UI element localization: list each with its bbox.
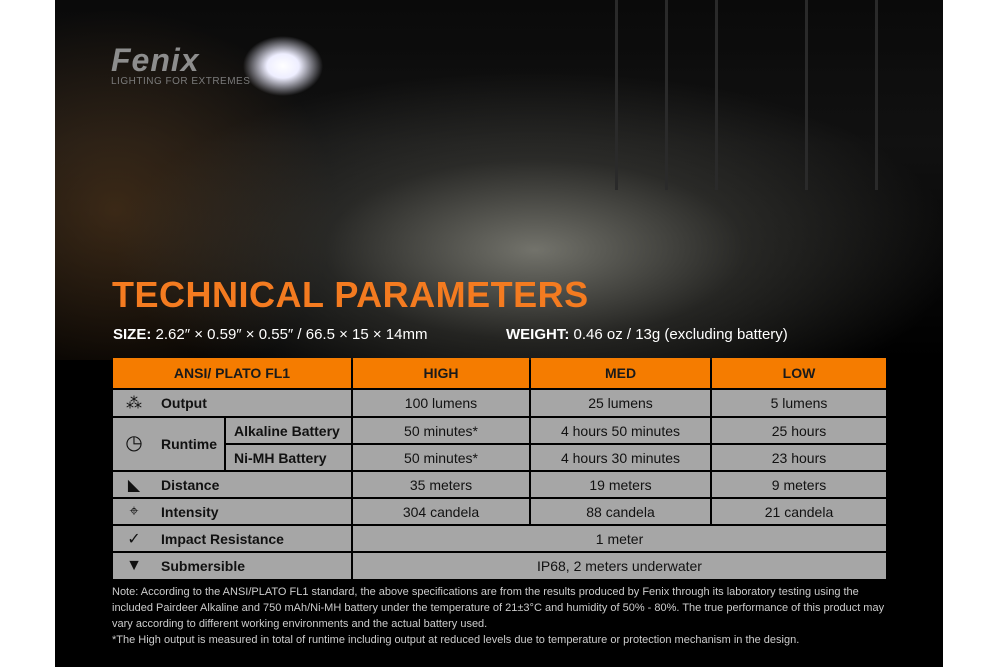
impact-value: 1 meter (353, 526, 886, 551)
size-spec: SIZE: 2.62″ × 0.59″ × 0.55″ / 66.5 × 15 … (113, 326, 427, 343)
nimh-high: 50 minutes* (353, 445, 529, 470)
brand-tagline: LIGHTING FOR EXTREMES (111, 76, 251, 87)
beam-distance-icon: ◣ (127, 477, 141, 494)
target-icon: ⌖ (129, 503, 139, 520)
output-high: 100 lumens (353, 390, 529, 416)
intensity-low: 21 candela (712, 499, 886, 524)
water-icon: ▼ (126, 557, 142, 574)
note-standard: Note: According to the ANSI/PLATO FL1 st… (112, 586, 885, 630)
distance-low: 9 meters (712, 472, 886, 497)
spec-sheet: Fenix LIGHTING FOR EXTREMES TECHNICAL PA… (55, 0, 943, 667)
submersible-value: IP68, 2 meters underwater (353, 553, 886, 579)
weight-label: WEIGHT: (506, 326, 570, 343)
distance-med: 19 meters (531, 472, 710, 497)
alkaline-high: 50 minutes* (353, 418, 529, 443)
row-label-distance: Distance (113, 472, 351, 497)
note-high-output: *The High output is measured in total of… (112, 634, 800, 646)
page-title: TECHNICAL PARAMETERS (112, 274, 589, 315)
intensity-high: 304 candela (353, 499, 529, 524)
alkaline-med: 4 hours 50 minutes (531, 418, 710, 443)
header-med: MED (531, 358, 710, 388)
size-value: 2.62″ × 0.59″ × 0.55″ / 66.5 × 15 × 14mm (155, 326, 428, 343)
row-label-impact: Impact Resistance (113, 526, 351, 551)
impact-icon: ✓ (127, 531, 141, 548)
nimh-low: 23 hours (712, 445, 886, 470)
row-label-intensity: Intensity (113, 499, 351, 524)
header-low: LOW (712, 358, 886, 388)
brand-logo: Fenix (111, 42, 200, 78)
clock-icon: ◷ (125, 431, 143, 454)
size-label: SIZE: (113, 326, 152, 343)
intensity-med: 88 candela (531, 499, 710, 524)
burst-icon: ⁂ (126, 395, 142, 412)
weight-value: 0.46 oz / 13g (excluding battery) (573, 326, 788, 343)
header-high: HIGH (353, 358, 529, 388)
distance-high: 35 meters (353, 472, 529, 497)
row-label-alkaline: Alkaline Battery (226, 418, 351, 443)
alkaline-low: 25 hours (712, 418, 886, 443)
row-label-nimh: Ni-MH Battery (226, 445, 351, 470)
footnotes: Note: According to the ANSI/PLATO FL1 st… (112, 584, 902, 648)
hero-photo (55, 0, 943, 360)
nimh-med: 4 hours 30 minutes (531, 445, 710, 470)
output-low: 5 lumens (712, 390, 886, 416)
output-med: 25 lumens (531, 390, 710, 416)
row-label-output: Output (113, 390, 351, 416)
row-label-submersible: Submersible (113, 553, 351, 579)
row-label-runtime: Runtime (113, 418, 224, 470)
weight-spec: WEIGHT: 0.46 oz / 13g (excluding battery… (506, 326, 788, 343)
header-standard: ANSI/ PLATO FL1 (113, 358, 351, 388)
